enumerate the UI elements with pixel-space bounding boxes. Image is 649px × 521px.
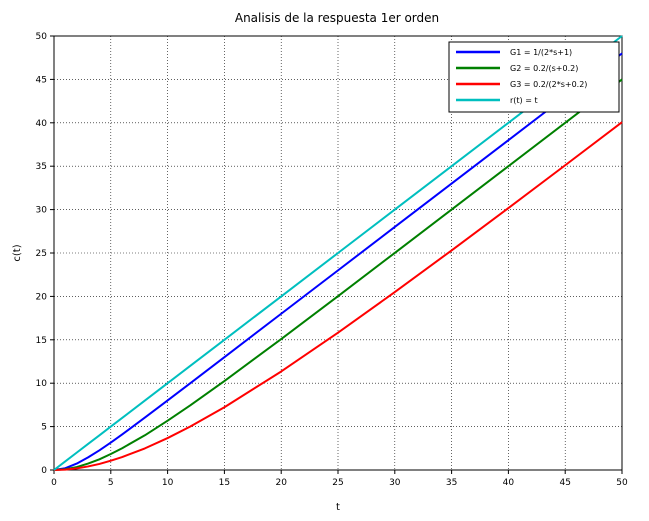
x-tick-label: 35 bbox=[446, 478, 457, 488]
x-tick-label: 40 bbox=[503, 478, 515, 488]
legend: G1 = 1/(2*s+1) G2 = 0.2/(s+0.2) G3 = 0.2/(… bbox=[448, 41, 620, 113]
legend-label: G3 = 0.2/(2*s+0.2) bbox=[510, 80, 587, 89]
legend-label: G1 = 1/(2*s+1) bbox=[510, 48, 572, 57]
axis-ticks: 0 5 10 15 20 25 30 35 40 45 50 0 5 10 15 20 25 30 35 40 45 50 bbox=[36, 32, 628, 488]
y-tick-label: 40 bbox=[36, 119, 48, 129]
y-axis-label: c(t) bbox=[12, 244, 23, 261]
legend-label: G2 = 0.2/(s+0.2) bbox=[510, 64, 578, 73]
y-tick-label: 50 bbox=[36, 32, 48, 42]
y-tick-label: 5 bbox=[41, 423, 47, 433]
x-tick-label: 10 bbox=[162, 478, 174, 488]
x-tick-label: 15 bbox=[219, 478, 230, 488]
y-tick-label: 20 bbox=[36, 292, 48, 302]
y-tick-label: 25 bbox=[36, 249, 47, 259]
y-tick-label: 45 bbox=[36, 75, 47, 85]
chart-title: Analisis de la respuesta 1er orden bbox=[235, 11, 439, 25]
series-line-1 bbox=[53, 52, 623, 471]
x-tick-label: 50 bbox=[616, 478, 628, 488]
x-tick-label: 30 bbox=[389, 478, 401, 488]
series-lines bbox=[53, 35, 623, 471]
x-tick-label: 45 bbox=[559, 478, 570, 488]
y-tick-label: 15 bbox=[36, 336, 47, 346]
series-line-3 bbox=[53, 121, 623, 471]
y-tick-label: 10 bbox=[36, 379, 48, 389]
legend-label: r(t) = t bbox=[510, 96, 538, 105]
y-tick-label: 30 bbox=[36, 206, 48, 216]
y-tick-label: 0 bbox=[41, 466, 47, 476]
legend-box bbox=[448, 41, 620, 113]
series-line-4 bbox=[53, 35, 623, 471]
x-axis-label: t bbox=[336, 502, 340, 513]
x-tick-label: 20 bbox=[275, 478, 287, 488]
x-tick-label: 25 bbox=[332, 478, 343, 488]
y-tick-label: 35 bbox=[36, 162, 47, 172]
series-line-2 bbox=[53, 78, 623, 471]
x-tick-label: 5 bbox=[108, 478, 114, 488]
x-tick-label: 0 bbox=[51, 478, 57, 488]
